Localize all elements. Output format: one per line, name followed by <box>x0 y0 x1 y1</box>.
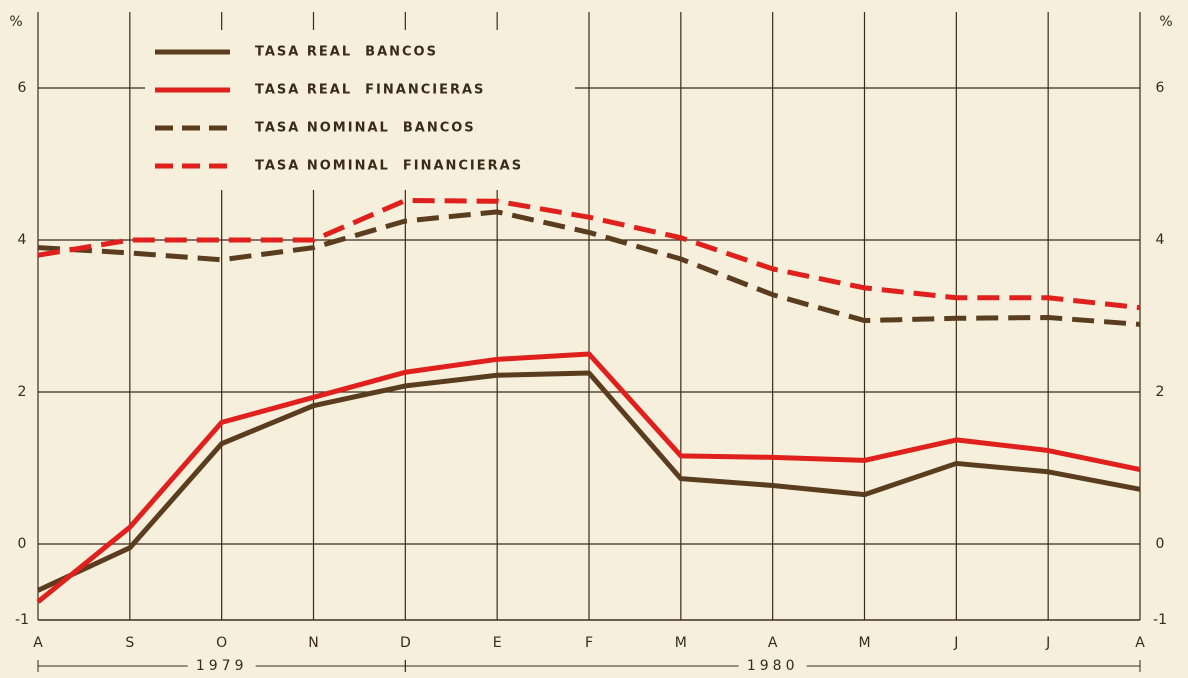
y2-tick-label: 0 <box>1156 536 1165 552</box>
y2-unit: % <box>1159 14 1172 30</box>
y2-tick-label: 2 <box>1156 384 1165 400</box>
x-tick-label: J <box>1045 635 1050 651</box>
y-tick-label: 6 <box>18 80 27 96</box>
y-tick-label: 2 <box>18 384 27 400</box>
series-line <box>36 351 1141 604</box>
lines <box>36 197 1141 604</box>
x-tick-label: M <box>858 635 870 651</box>
series-line <box>36 370 1141 593</box>
group-label: 1979 <box>196 658 248 674</box>
x-tick-label: M <box>675 635 687 651</box>
y-tick-label: -1 <box>15 612 29 628</box>
x-tick-label: N <box>308 635 318 651</box>
x-tick-label: J <box>953 635 958 651</box>
legend-box <box>145 30 575 190</box>
x-tick-label: O <box>216 635 227 651</box>
x-tick-label: S <box>125 635 134 651</box>
x-tick-label: E <box>493 635 502 651</box>
legend: TASA REAL BANCOS TASA REAL FINANCIERAS TAS… <box>145 30 575 190</box>
legend-label: TASA REAL BANCOS <box>255 45 438 60</box>
legend-label: TASA NOMINAL FINANCIERAS <box>255 159 523 174</box>
y-tick-label: 4 <box>18 232 27 248</box>
x-tick-label: A <box>33 635 43 651</box>
x-tick-label: A <box>768 635 778 651</box>
x-tick-label: A <box>1135 635 1145 651</box>
y2-tick-label: -1 <box>1153 612 1167 628</box>
legend-label: TASA NOMINAL BANCOS <box>255 121 476 136</box>
y2-tick-label: 4 <box>1156 232 1165 248</box>
x-tick-label: F <box>585 635 593 651</box>
series-line <box>37 209 1141 327</box>
series-line <box>37 197 1141 311</box>
group-label: 1980 <box>747 658 799 674</box>
axes: -1 -1 0 0 2 2 4 4 6 6% % A S O N D E F M A M J J A 1979 1980 <box>9 14 1172 674</box>
y-unit: % <box>9 14 22 30</box>
x-tick-label: D <box>400 635 411 651</box>
y2-tick-label: 6 <box>1156 80 1165 96</box>
legend-label: TASA REAL FINANCIERAS <box>255 83 485 98</box>
y-tick-label: 0 <box>18 536 27 552</box>
